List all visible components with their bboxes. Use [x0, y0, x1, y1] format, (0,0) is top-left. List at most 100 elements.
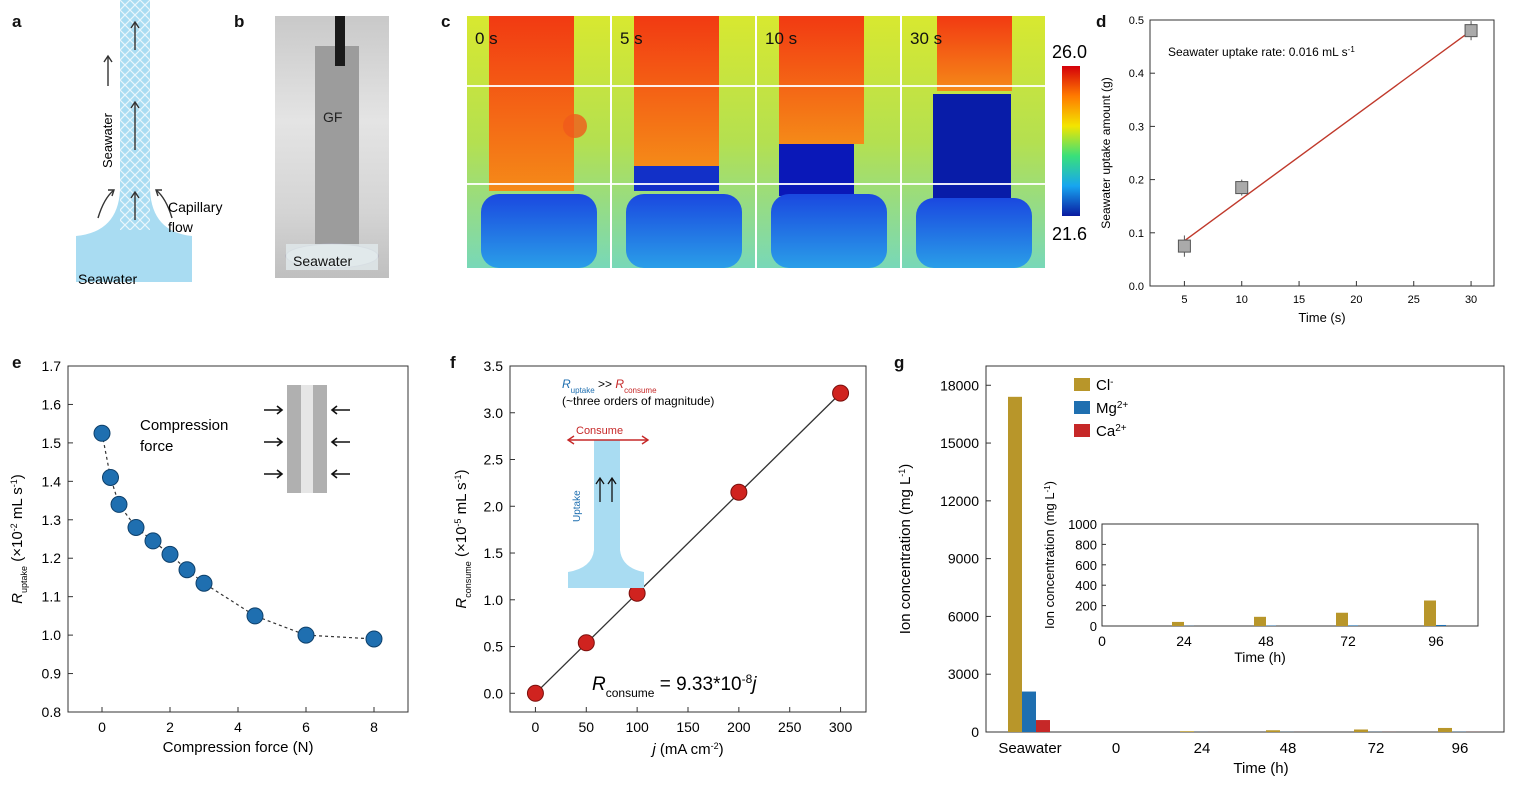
y-tick-label: 3000: [948, 666, 979, 682]
ylabel-main: R: [9, 593, 26, 604]
panel-letter-f: f: [450, 353, 456, 372]
chart-e-uptake-vs-force: 0 2 4 6 8 0.8 0.9 1.0 1.1 1.2 1.3 1.4 1.5 1.6 1.7 Compr…: [9, 358, 409, 756]
inset-uptake-main: R: [562, 377, 571, 391]
inset-bar-mg: [1436, 624, 1446, 626]
ylabel-sup: -5: [453, 519, 463, 527]
y-tick-label: 3.0: [484, 405, 504, 421]
ylabel-main: R: [453, 598, 470, 609]
inset-y-axis-label: Ion concentration (mg L-1): [1042, 481, 1057, 629]
inset-x-tick-label: 48: [1258, 633, 1274, 649]
inset-x-tick-label: 96: [1428, 633, 1444, 649]
data-point: [178, 561, 196, 579]
inset-label-force: force: [140, 438, 173, 455]
y-tick-label: 1.6: [42, 396, 62, 412]
uptake-arrows-icon: [595, 476, 617, 502]
x-tick-label: 150: [676, 719, 700, 735]
label-seawater: Seawater: [293, 253, 352, 269]
bar-cl: [1180, 731, 1194, 732]
x-tick-label: 100: [625, 719, 649, 735]
ylabel-main: Ion concentration (mg L: [897, 477, 914, 635]
data-point: [297, 626, 315, 644]
force-arrow-icon: [330, 469, 350, 479]
x-tick-label: Seawater: [998, 740, 1061, 757]
ylabel-sup: -1: [897, 469, 907, 477]
scale-max: 26.0: [1052, 42, 1087, 62]
fit-line: [1183, 30, 1472, 242]
y-tick-label: 1.0: [42, 627, 62, 643]
y-tick-label: 0.3: [1129, 121, 1144, 133]
legend-sup: 2+: [1117, 400, 1129, 411]
inset-bar-mg: [1348, 625, 1358, 626]
x-tick-label: 5: [1181, 294, 1187, 306]
x-tick-label: 96: [1452, 740, 1469, 757]
consume-arrowheads-icon: [566, 435, 650, 445]
x-tick-label: 0: [1112, 740, 1120, 757]
plot-frame: [1149, 19, 1495, 287]
frame-5s: [612, 16, 755, 268]
data-point: [144, 532, 162, 550]
bar-cl: [1354, 729, 1368, 732]
y-tick-label: 6000: [948, 608, 979, 624]
label-seawater-bottom: Seawater: [78, 271, 137, 287]
label-gf: GF: [323, 109, 342, 125]
inset-consume-label: Consume: [576, 425, 623, 437]
x-tick-label: 4: [234, 719, 242, 735]
inset-y-tick-label: 200: [1075, 599, 1097, 614]
y-tick-label: 1.5: [484, 545, 504, 561]
plot-frame: [985, 365, 1505, 733]
inset-y-tick-label: 800: [1075, 537, 1097, 552]
panel-letter-e: e: [12, 353, 22, 372]
y-tick-label: 1.5: [42, 435, 62, 451]
ylabel-close: ): [897, 464, 914, 469]
frame-label-10s: 10 s: [765, 29, 797, 48]
legend-label: Mg2+: [1096, 400, 1128, 418]
y-tick-label: 1.4: [42, 473, 62, 489]
inset-y-tick-label: 600: [1075, 558, 1097, 573]
y-tick-label: 9000: [948, 551, 979, 567]
data-point: [127, 518, 145, 536]
x-tick-label: 24: [1194, 740, 1211, 757]
x-tick-label: 250: [778, 719, 802, 735]
y-tick-label: 1.7: [42, 358, 62, 374]
inset-label-compression: Compression: [140, 417, 228, 434]
thermal-images: 0 s 5 s 10 s 30 s: [467, 16, 1047, 268]
panel-letter-g: g: [894, 353, 905, 372]
ylabel-sub: consume: [463, 561, 473, 598]
legend-swatch: [1074, 401, 1090, 414]
photo-gf-in-seawater: GF Seawater: [275, 16, 389, 278]
force-arrow-icon: [264, 469, 284, 479]
label-capillary: Capillary: [168, 199, 222, 215]
frame-label-30s: 30 s: [910, 29, 942, 48]
inset-y-tick-label: 0: [1090, 619, 1097, 634]
inset-consume-sub: consume: [624, 386, 657, 395]
x-tick-label: 0: [98, 719, 106, 735]
inset-bar-cl: [1424, 600, 1436, 626]
inset-uptake-sub: uptake: [571, 386, 596, 395]
fit-equation: Rconsume = 9.33*10-8j: [592, 672, 757, 700]
ylabel-rest: (×10: [9, 531, 26, 566]
inset-x-tick-label: 72: [1340, 633, 1356, 649]
force-arrow-icon: [330, 405, 350, 415]
inset-y-tick-label: 400: [1075, 578, 1097, 593]
frame-30s: [902, 16, 1045, 268]
y-tick-label: 12000: [940, 493, 979, 509]
bar-ca: [1036, 720, 1050, 732]
x-axis-label: j (mA cm-2): [650, 741, 723, 758]
x-tick-label: 0: [532, 719, 540, 735]
x-tick-label: 72: [1368, 740, 1385, 757]
inset-bar-cl: [1254, 616, 1266, 626]
y-tick-label: 1.1: [42, 589, 62, 605]
color-scale-bar: 26.0 21.6: [1052, 42, 1087, 244]
y-tick-label: 0.9: [42, 666, 62, 682]
frame-label-5s: 5 s: [620, 29, 643, 48]
bar-mg: [1022, 691, 1036, 732]
y-tick-label: 0.4: [1129, 68, 1144, 80]
data-point: [246, 607, 264, 625]
y-tick-label: 18000: [940, 377, 979, 393]
xlabel-sup: -2: [711, 741, 719, 751]
legend-label: Ca2+: [1096, 423, 1127, 441]
bar-cl: [1008, 396, 1022, 732]
inset-comparison: Ruptake >> Rconsume: [562, 377, 657, 395]
inset-ylabel-sup: -1: [1043, 485, 1052, 493]
